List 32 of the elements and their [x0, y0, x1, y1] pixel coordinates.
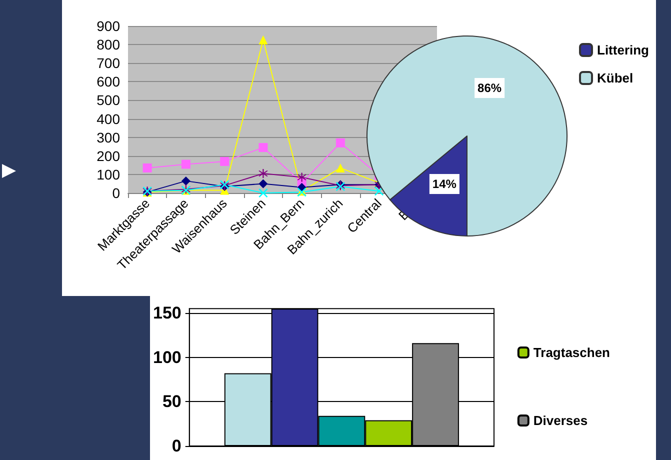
point [258, 143, 268, 152]
legend-label: Diverses [533, 413, 588, 428]
point [297, 172, 306, 182]
data-label: 14% [432, 176, 457, 191]
y-tick-label: 200 [96, 148, 120, 164]
point [258, 179, 268, 188]
y-tick-label: 900 [96, 18, 120, 34]
y-tick-label: 700 [96, 55, 120, 72]
y-tick-label: 100 [152, 348, 182, 367]
point [181, 176, 190, 186]
y-tick-label: 100 [96, 166, 120, 182]
y-tick-label: 150 [152, 304, 182, 323]
point [258, 35, 268, 44]
y-tick-label: 0 [112, 185, 120, 201]
point [258, 169, 268, 178]
point [336, 138, 345, 148]
y-tick-label: 800 [96, 36, 120, 53]
point [142, 163, 152, 172]
data-label: 86% [478, 81, 502, 96]
legend-label: Kübel [597, 70, 634, 86]
y-tick-label: 600 [96, 74, 120, 90]
y-tick-label: 500 [96, 92, 120, 108]
y-tick-label: 400 [96, 110, 120, 127]
point [220, 156, 230, 166]
y-tick-label: 0 [172, 436, 182, 456]
y-tick-label: 300 [96, 129, 120, 146]
point [258, 188, 268, 198]
point [181, 160, 190, 169]
y-tick-label: 50 [162, 392, 182, 412]
point [336, 163, 345, 172]
legend-label: Tragtaschen [533, 345, 610, 360]
legend-label: Littering [597, 42, 650, 58]
